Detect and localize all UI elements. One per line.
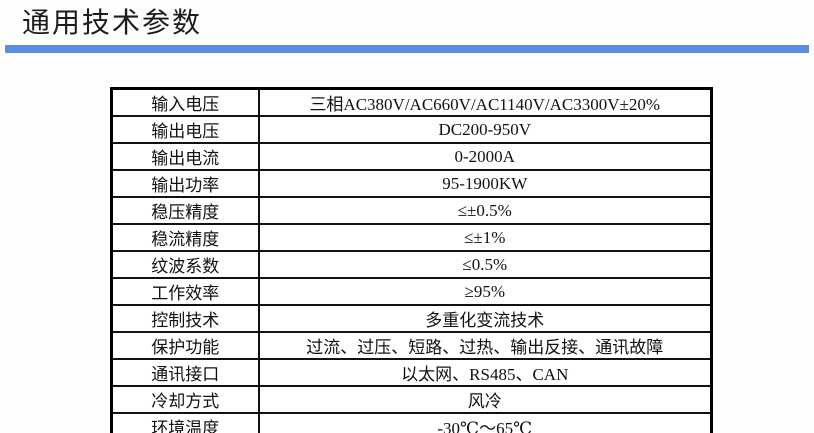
table-row: 输出功率 95-1900KW	[110, 169, 713, 198]
table-row: 稳压精度 ≤±0.5%	[110, 196, 713, 225]
param-label-cell: 输出功率	[110, 169, 260, 198]
param-value-cell: 0-2000A	[257, 142, 713, 171]
table-row: 输出电流 0-2000A	[110, 142, 713, 171]
page-title: 通用技术参数	[22, 7, 203, 38]
param-value-cell: ≤±0.5%	[257, 196, 713, 225]
param-value-cell: ≤±1%	[257, 223, 713, 252]
param-value-cell: ≤0.5%	[257, 250, 713, 279]
param-value-cell: 过流、过压、短路、过热、输出反接、通讯故障	[257, 331, 713, 360]
table-row: 工作效率 ≥95%	[110, 277, 713, 306]
param-label-cell: 输出电压	[110, 115, 260, 144]
param-label-cell: 输出电流	[110, 142, 260, 171]
param-label-cell: 稳流精度	[110, 223, 260, 252]
param-value-cell: 三相AC380V/AC660V/AC1140V/AC3300V±20%	[257, 87, 713, 117]
param-label-cell: 稳压精度	[110, 196, 260, 225]
param-label-cell: 冷却方式	[110, 385, 260, 414]
table-row: 环境温度 -30℃～65℃	[110, 412, 713, 433]
param-label-cell: 工作效率	[110, 277, 260, 306]
table-row: 纹波系数 ≤0.5%	[110, 250, 713, 279]
param-label-cell: 通讯接口	[110, 358, 260, 387]
spec-table: 输入电压 三相AC380V/AC660V/AC1140V/AC3300V±20%…	[110, 87, 713, 433]
param-label-cell: 环境温度	[110, 412, 260, 433]
param-value-cell: 多重化变流技术	[257, 304, 713, 333]
table-row: 稳流精度 ≤±1%	[110, 223, 713, 252]
table-row: 冷却方式 风冷	[110, 385, 713, 414]
param-label-cell: 保护功能	[110, 331, 260, 360]
param-label-cell: 纹波系数	[110, 250, 260, 279]
param-value-cell: DC200-950V	[257, 115, 713, 144]
param-value-cell: 以太网、RS485、CAN	[257, 358, 713, 387]
param-value-cell: ≥95%	[257, 277, 713, 306]
title-underline-bar	[5, 45, 809, 53]
param-value-cell: -30℃～65℃	[257, 412, 713, 433]
table-row: 输入电压 三相AC380V/AC660V/AC1140V/AC3300V±20%	[110, 87, 713, 117]
table-row: 通讯接口 以太网、RS485、CAN	[110, 358, 713, 387]
param-label-cell: 控制技术	[110, 304, 260, 333]
table-row: 保护功能 过流、过压、短路、过热、输出反接、通讯故障	[110, 331, 713, 360]
param-value-cell: 95-1900KW	[257, 169, 713, 198]
param-value-cell: 风冷	[257, 385, 713, 414]
table-row: 输出电压 DC200-950V	[110, 115, 713, 144]
table-row: 控制技术 多重化变流技术	[110, 304, 713, 333]
param-label-cell: 输入电压	[110, 87, 260, 117]
